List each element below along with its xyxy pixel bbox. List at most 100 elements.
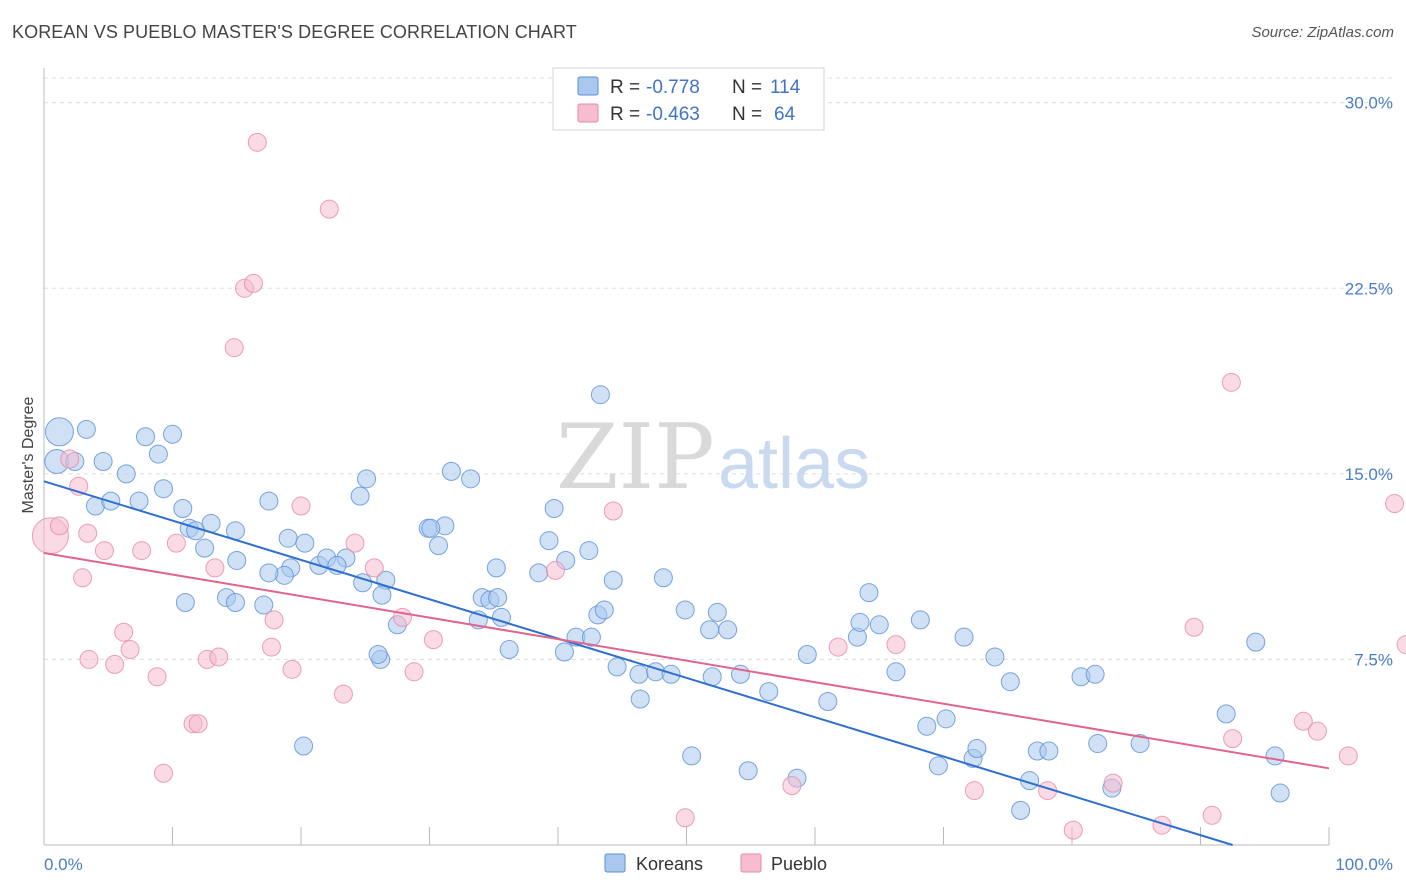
- legend-r-value-koreans: -0.778: [646, 77, 700, 98]
- point-koreans-104: [225, 593, 245, 613]
- point-koreans-98: [1265, 746, 1285, 766]
- point-koreans-5: [116, 464, 136, 484]
- point-koreans-100: [259, 563, 279, 583]
- point-koreans-2: [76, 419, 96, 439]
- legend-swatch-koreans: [577, 76, 599, 96]
- point-pueblo-47: [1202, 805, 1222, 825]
- y-tick-labels: 7.5% 15.0% 22.5% 30.0%: [1345, 94, 1393, 670]
- point-koreans-81: [936, 709, 956, 729]
- point-koreans-103: [254, 595, 274, 615]
- point-koreans-79: [917, 716, 937, 736]
- watermark-zip: ZIP: [556, 405, 715, 510]
- point-pueblo-13: [154, 763, 174, 783]
- legend-n-label-pueblo: N =: [732, 104, 762, 125]
- legend-swatch-pueblo: [577, 103, 599, 123]
- point-koreans-77: [886, 662, 906, 682]
- point-koreans-45: [544, 499, 564, 519]
- y-tick-label-2: 22.5%: [1345, 279, 1393, 298]
- point-koreans-90: [1039, 741, 1059, 761]
- point-koreans-69: [738, 761, 758, 781]
- trend-line-pueblo: [43, 552, 1330, 770]
- point-pueblo-34: [423, 630, 443, 650]
- point-pueblo-40: [886, 635, 906, 655]
- point-koreans-4: [93, 452, 113, 471]
- point-pueblo-52: [1338, 746, 1358, 766]
- series-legend: Koreans Pueblo: [604, 853, 827, 874]
- point-koreans-72: [818, 691, 838, 711]
- point-pueblo-27: [291, 496, 311, 516]
- point-koreans-95: [1130, 734, 1150, 754]
- point-koreans-11: [129, 491, 149, 511]
- point-koreans-75: [859, 583, 879, 603]
- point-pueblo-11: [132, 541, 152, 561]
- point-koreans-55: [607, 657, 627, 677]
- source-label: Source: ZipAtlas.com: [1251, 24, 1394, 41]
- point-koreans-60: [590, 385, 610, 405]
- point-koreans-29: [357, 469, 377, 489]
- point-koreans-0: [44, 417, 74, 447]
- point-koreans-99: [1270, 783, 1290, 803]
- y-tick-label-3: 30.0%: [1345, 94, 1393, 113]
- y-axis-title: Master's Degree: [20, 396, 37, 513]
- point-koreans-92: [1085, 664, 1105, 684]
- point-koreans-13: [173, 499, 193, 519]
- point-pueblo-43: [1063, 820, 1083, 840]
- bottom-legend-swatch-koreans: [604, 853, 626, 873]
- point-koreans-51: [581, 627, 601, 647]
- point-koreans-58: [653, 568, 673, 588]
- point-koreans-109: [630, 689, 650, 709]
- point-koreans-111: [554, 642, 574, 662]
- point-koreans-47: [529, 563, 549, 583]
- point-koreans-112: [421, 518, 441, 538]
- x-tick-label-min: 0.0%: [44, 855, 83, 874]
- point-pueblo-31: [364, 558, 384, 578]
- point-pueblo-1: [49, 516, 69, 536]
- point-pueblo-39: [828, 637, 848, 657]
- point-koreans-62: [675, 600, 695, 620]
- point-koreans-86: [1000, 672, 1020, 692]
- stats-legend: R = -0.778 N = 114 R = -0.463 N = 64: [552, 67, 825, 131]
- point-koreans-53: [594, 600, 614, 620]
- point-koreans-17: [195, 538, 215, 558]
- trend-line-koreans: [43, 480, 1233, 846]
- point-koreans-71: [797, 644, 817, 664]
- y-tick-label-1: 15.0%: [1345, 465, 1393, 484]
- grid-lines: [44, 77, 1393, 660]
- point-pueblo-25: [264, 610, 284, 630]
- point-pueblo-49: [1223, 729, 1243, 749]
- point-pueblo-26: [282, 659, 302, 679]
- point-pueblo-28: [319, 199, 339, 219]
- point-pueblo-41: [964, 781, 984, 801]
- point-koreans-80: [928, 756, 948, 776]
- point-koreans-110: [368, 644, 388, 664]
- point-pueblo-16: [188, 714, 208, 734]
- point-koreans-22: [295, 533, 315, 553]
- watermark-atlas: atlas: [718, 424, 870, 504]
- point-pueblo-3: [60, 449, 80, 469]
- bottom-legend-label-pueblo: Pueblo: [771, 854, 827, 874]
- point-koreans-78: [910, 610, 930, 630]
- point-pueblo-6: [79, 649, 99, 669]
- point-pueblo-30: [345, 533, 365, 553]
- point-pueblo-36: [603, 501, 623, 521]
- watermark: ZIP atlas: [556, 405, 870, 510]
- point-koreans-38: [461, 469, 481, 489]
- point-koreans-82: [954, 627, 974, 647]
- point-koreans-105: [175, 593, 195, 613]
- point-pueblo-12: [147, 667, 167, 687]
- point-pueblo-5: [73, 568, 93, 588]
- x-tick-label-max: 100.0%: [1335, 855, 1393, 874]
- point-pueblo-9: [114, 622, 134, 642]
- point-koreans-63: [707, 602, 727, 622]
- point-koreans-37: [441, 461, 461, 481]
- point-koreans-106: [294, 736, 314, 756]
- legend-n-label-koreans: N =: [732, 77, 762, 98]
- point-koreans-28: [350, 486, 370, 506]
- point-koreans-64: [718, 620, 738, 640]
- point-koreans-84: [967, 739, 987, 759]
- point-pueblo-22: [243, 273, 263, 293]
- legend-r-value-pueblo: -0.463: [646, 104, 700, 125]
- point-koreans-76: [869, 615, 889, 635]
- point-koreans-39: [486, 558, 506, 578]
